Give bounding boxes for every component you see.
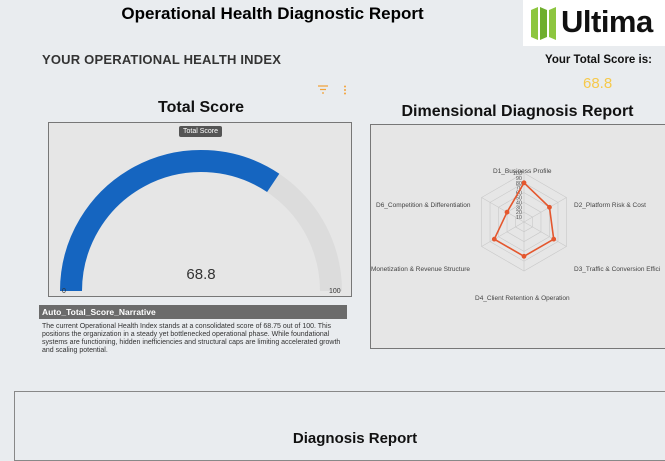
more-vertical-icon[interactable] xyxy=(339,83,351,95)
radar-axis-line xyxy=(481,221,525,247)
gauge-title: Total Score xyxy=(158,99,244,116)
radar-axis-label: D6_Competition & Differentiation xyxy=(376,202,471,209)
radar-axis-line xyxy=(523,221,567,247)
company-logo: Ultima xyxy=(523,0,665,46)
radar-card: 100 90 80 70 60 50 40 30 20 10 D1_Business Profil… xyxy=(370,124,665,349)
radar-tick-label: 100 xyxy=(513,171,522,177)
gauge-card: Total Score 68.8 0 100 xyxy=(48,122,352,297)
radar-data-point xyxy=(491,236,497,242)
narrative-text: The current Operational Health Index sta… xyxy=(42,323,341,354)
radar-axis-label: D2_Platform Risk & Cost xyxy=(574,202,646,209)
gauge-max-label: 100 xyxy=(329,288,341,295)
radar-axis-label: D3_Traffic & Conversion Effici xyxy=(574,266,661,273)
gauge-min-label: 0 xyxy=(62,288,66,295)
radar-tick-label: 10 xyxy=(516,215,522,221)
radar-data-point xyxy=(547,204,552,210)
radar-data-point xyxy=(504,209,510,215)
radar-data-point xyxy=(551,236,557,242)
logo-text: Ultima xyxy=(561,4,653,39)
gauge-tooltip-tag: Total Score xyxy=(179,126,223,137)
radar-axis-line xyxy=(523,197,567,223)
radar-data-point xyxy=(521,180,527,186)
diagnosis-report-title: Diagnosis Report xyxy=(292,430,418,447)
gauge-chart xyxy=(60,150,342,292)
total-score-value: 68.8 xyxy=(583,75,613,92)
filter-icon[interactable] xyxy=(317,83,329,95)
radar-axis-label: Monetization & Revenue Structure xyxy=(371,266,470,273)
index-heading: YOUR OPERATIONAL HEALTH INDEX xyxy=(42,52,282,67)
radar-tick-label: 70 xyxy=(516,186,522,192)
radar-tick-label: 30 xyxy=(516,205,522,211)
radar-data-point xyxy=(521,253,527,259)
diagnosis-report-card: Diagnosis Report xyxy=(14,391,665,461)
narrative-heading: Auto_Total_Score_Narrative xyxy=(39,305,347,319)
radar-tick-label: 90 xyxy=(516,176,522,182)
gauge-value: 68.8 xyxy=(186,266,216,283)
report-title: Operational Health Diagnostic Report xyxy=(121,4,424,23)
logo-mark-icon xyxy=(531,7,556,40)
radar-tick-label: 60 xyxy=(516,191,522,197)
chart-toolbar xyxy=(317,83,357,95)
radar-tick-label: 20 xyxy=(516,210,522,216)
radar-title: Dimensional Diagnosis Report xyxy=(401,103,634,120)
radar-tick-label: 80 xyxy=(516,181,522,187)
radar-axis-label: D1_Business Profile xyxy=(493,168,552,175)
radar-axis-line xyxy=(481,197,525,223)
gauge-fill xyxy=(60,150,280,292)
radar-tick-label: 50 xyxy=(516,196,522,202)
radar-tick-label: 40 xyxy=(516,200,522,206)
radar-axis-label: D4_Client Retention & Operation xyxy=(475,295,570,302)
total-score-label: Your Total Score is: xyxy=(545,54,652,66)
